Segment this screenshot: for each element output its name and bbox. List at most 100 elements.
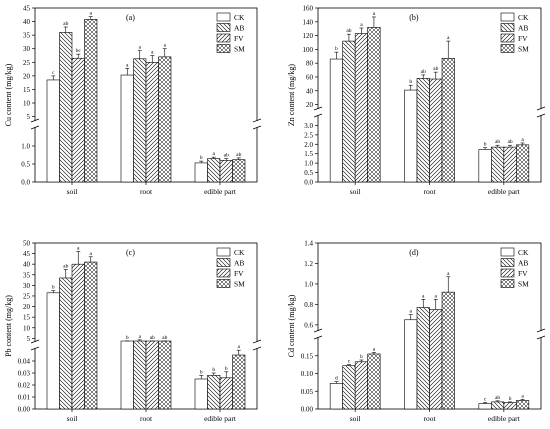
y-tick-label: 0.0 bbox=[21, 179, 30, 187]
significance-letter: a bbox=[151, 50, 154, 56]
bar-sm bbox=[232, 354, 246, 410]
y-axis-label: Zn content (mg/kg) bbox=[287, 64, 296, 127]
significance-letter: b bbox=[409, 79, 412, 85]
y-tick-label: 45 bbox=[23, 5, 31, 13]
significance-letter: a bbox=[435, 293, 438, 299]
legend-swatch-fv bbox=[216, 268, 231, 278]
axis-break-mark bbox=[252, 125, 262, 130]
axis-break-gap bbox=[314, 109, 322, 115]
bar-ck bbox=[46, 292, 60, 410]
significance-letter: ab bbox=[421, 69, 426, 75]
x-tick-label: soil bbox=[67, 414, 78, 423]
y-tick-label: 0.10 bbox=[301, 370, 314, 378]
legend-swatch-ab bbox=[216, 23, 231, 32]
significance-letter: ab bbox=[507, 139, 512, 145]
legend-label: AB bbox=[518, 259, 528, 268]
legend-label: AB bbox=[518, 24, 528, 33]
bar-ck bbox=[404, 89, 418, 183]
bar-ck bbox=[478, 149, 492, 183]
bar-ck bbox=[120, 74, 134, 183]
significance-letter: c bbox=[52, 70, 55, 76]
legend-label: AB bbox=[234, 259, 244, 268]
significance-letter: a bbox=[373, 11, 376, 17]
significance-letter: a bbox=[360, 22, 363, 28]
legend-swatch-ab bbox=[500, 258, 515, 267]
significance-letter: b bbox=[126, 335, 129, 341]
y-tick-label: 0.03 bbox=[18, 370, 31, 378]
significance-letter: b bbox=[335, 46, 338, 52]
legend-label: FV bbox=[518, 269, 528, 278]
y-tick-label: 20 bbox=[23, 72, 31, 80]
y-tick-label: 0.15 bbox=[301, 352, 314, 360]
bar-sm bbox=[84, 19, 98, 183]
significance-letter: ab bbox=[162, 335, 167, 341]
axis-break-mark bbox=[30, 118, 40, 123]
y-tick-label: 25 bbox=[23, 292, 31, 300]
bar-sm bbox=[158, 340, 172, 410]
significance-letter: a bbox=[77, 245, 80, 251]
y-tick-label: 1.4 bbox=[304, 240, 313, 248]
legend-label: SM bbox=[234, 45, 245, 54]
legend-label: SM bbox=[234, 280, 245, 289]
legend-label: AB bbox=[234, 24, 244, 33]
y-tick-label: 30 bbox=[23, 282, 31, 290]
legend-label: SM bbox=[518, 45, 529, 54]
bar-ab bbox=[207, 158, 221, 183]
bar-fv bbox=[429, 78, 443, 183]
axis-break-mark bbox=[30, 339, 40, 344]
y-tick-label: 0.02 bbox=[18, 382, 31, 390]
x-tick-label: edible part bbox=[204, 414, 237, 423]
bar-ab bbox=[416, 307, 430, 410]
legend-swatch-sm bbox=[216, 279, 231, 288]
bar-ck bbox=[194, 378, 208, 410]
y-tick-label: 15 bbox=[23, 314, 31, 322]
significance-letter: ab bbox=[495, 395, 500, 401]
bar-fv bbox=[219, 377, 233, 410]
y-tick-label: 30 bbox=[23, 45, 31, 53]
panel-label: (c) bbox=[126, 248, 135, 257]
significance-letter: bc bbox=[76, 48, 82, 54]
legend-label: FV bbox=[518, 34, 528, 43]
bar-ab bbox=[59, 277, 73, 410]
bar-fv bbox=[145, 340, 159, 410]
significance-letter: b bbox=[509, 396, 512, 402]
significance-letter: ab bbox=[236, 152, 241, 158]
bar-ck bbox=[478, 403, 492, 410]
significance-letter: a bbox=[373, 347, 376, 353]
significance-letter: ab bbox=[495, 139, 500, 145]
significance-letter: a bbox=[126, 62, 129, 68]
panel-label: (d) bbox=[409, 248, 419, 257]
axis-break-mark bbox=[313, 113, 323, 118]
legend-swatch-sm bbox=[500, 279, 515, 288]
y-tick-label: 0.8 bbox=[304, 301, 313, 309]
y-tick-label: 1.0 bbox=[304, 280, 313, 288]
significance-letter: d bbox=[335, 376, 338, 382]
legend-label: CK bbox=[518, 248, 529, 257]
bar-sm bbox=[367, 353, 381, 410]
x-tick-label: root bbox=[140, 414, 153, 423]
y-tick-label: 40 bbox=[23, 18, 31, 26]
bar-ab bbox=[342, 365, 356, 410]
y-tick-label: 0.04 bbox=[18, 358, 31, 366]
axis-break-mark bbox=[252, 339, 262, 344]
legend-swatch-sm bbox=[500, 44, 515, 53]
bar-sm bbox=[158, 56, 172, 183]
significance-letter: a bbox=[164, 43, 167, 49]
significance-letter: ab bbox=[150, 335, 155, 341]
legend-label: CK bbox=[518, 13, 529, 22]
axis-break-mark bbox=[30, 346, 40, 351]
axis-break-gap bbox=[31, 121, 39, 127]
y-tick-label: 35 bbox=[23, 271, 31, 279]
bar-fv bbox=[71, 57, 85, 183]
y-tick-label: 25 bbox=[23, 59, 31, 67]
y-tick-label: 2.5 bbox=[304, 131, 313, 139]
bar-fv bbox=[429, 309, 443, 410]
legend-swatch-ab bbox=[500, 23, 515, 32]
significance-letter: a bbox=[447, 271, 450, 277]
x-tick-label: edible part bbox=[488, 414, 521, 423]
bar-ck bbox=[194, 162, 208, 183]
bar-ab bbox=[133, 340, 147, 410]
